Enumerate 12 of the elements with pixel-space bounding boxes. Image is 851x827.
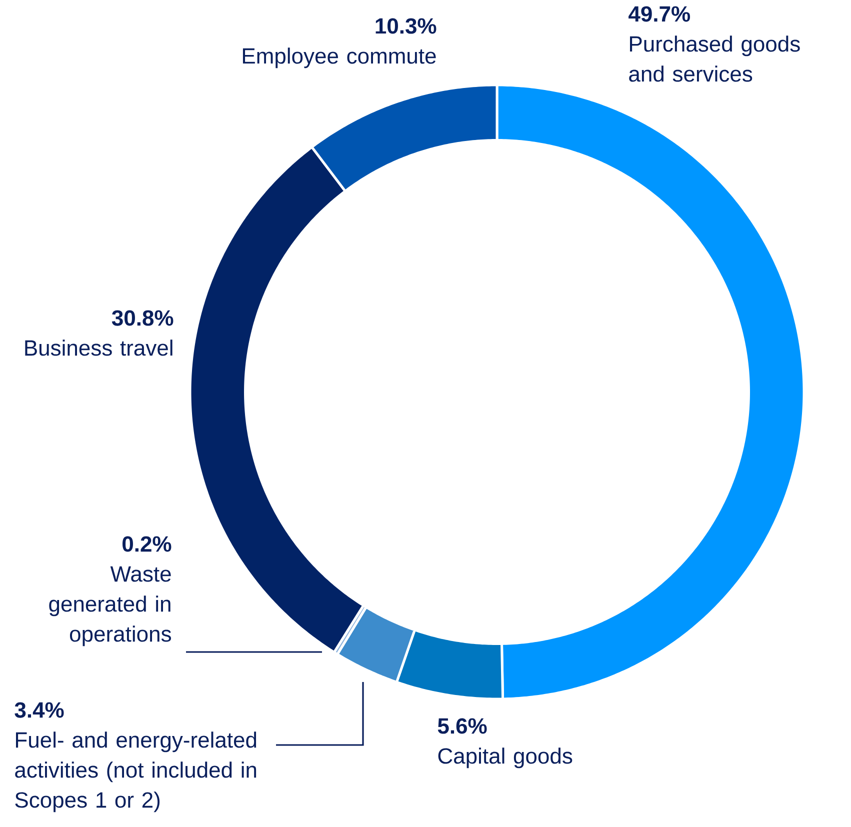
slice-label: Business travel	[25, 340, 172, 356]
slice-label: Waste generated in operations	[49, 566, 171, 646]
data-label: 0.2%	[122, 536, 172, 552]
slice-label: Fuel- and energy-related activities (not included in Scopes 1 or 2)	[15, 732, 256, 812]
data-label: 5.6%	[438, 718, 487, 734]
data-label: 49.7%	[628, 6, 690, 22]
data-label: 10.3%	[376, 18, 436, 34]
data-label: 3.4%	[14, 702, 64, 718]
slice-label: Employee commute	[242, 48, 436, 68]
slice-label: Capital goods	[438, 748, 572, 768]
data-label: 30.8%	[112, 310, 174, 326]
slice-label: Purchased goods and services	[629, 36, 800, 82]
